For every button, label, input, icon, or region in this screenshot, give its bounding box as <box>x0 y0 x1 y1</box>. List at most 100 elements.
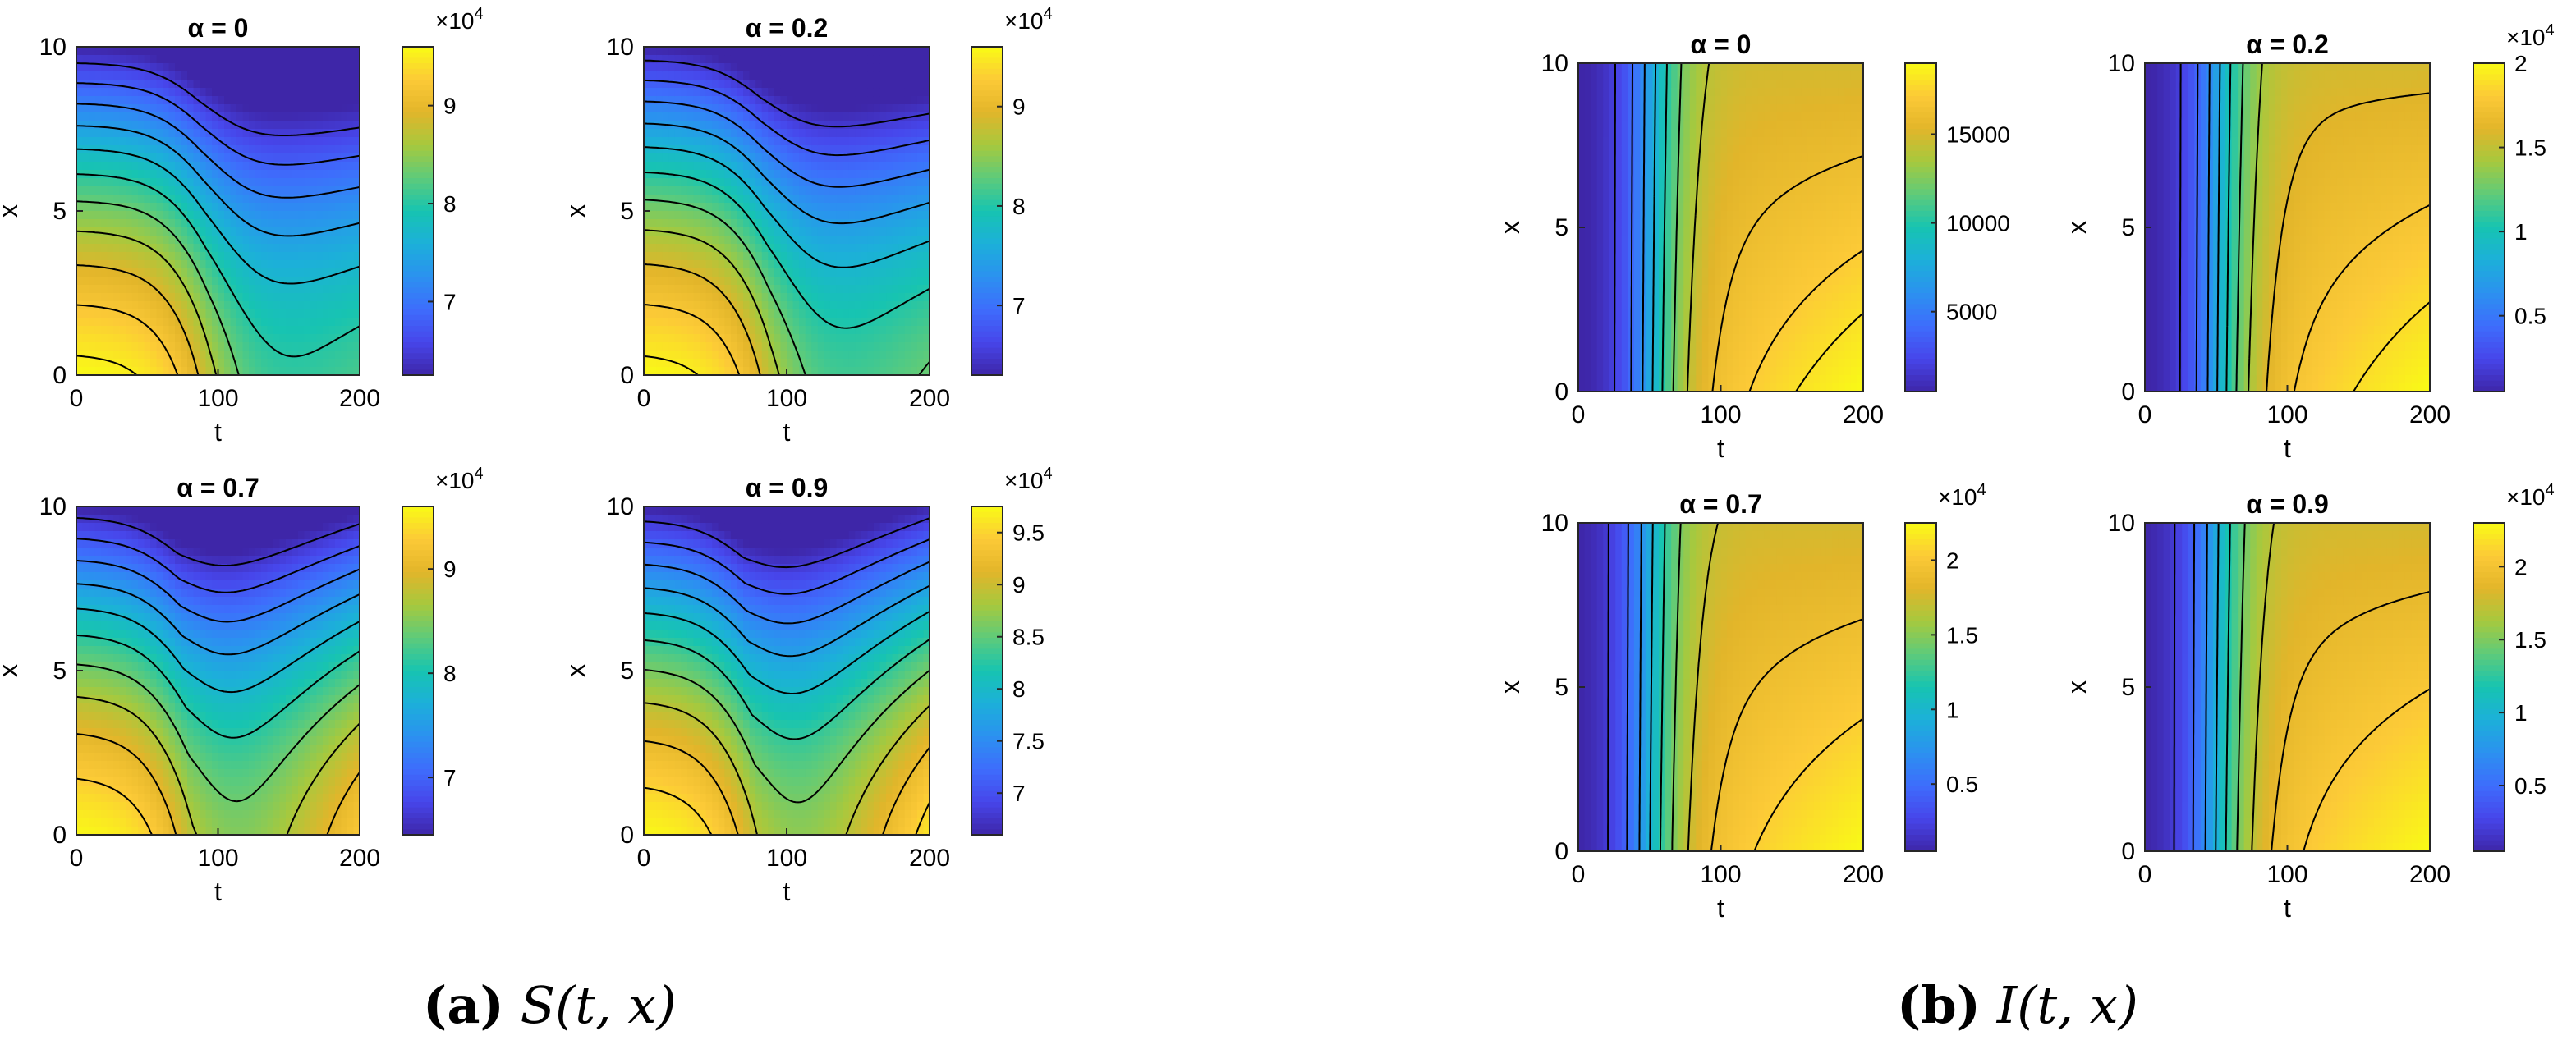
contour-cell <box>843 137 849 146</box>
contour-cell <box>650 252 657 261</box>
contour-cell <box>335 326 342 335</box>
contour-cell <box>76 786 83 795</box>
contour-cell <box>743 195 750 204</box>
colorbar-band <box>971 282 1003 288</box>
contour-cell <box>342 195 348 204</box>
contour-cell <box>138 112 145 121</box>
contour-cell <box>867 277 874 286</box>
contour-cell <box>681 351 687 360</box>
contour-cell <box>120 252 126 261</box>
contour-cell <box>292 285 299 294</box>
contour-cell <box>310 153 317 163</box>
contour-cell <box>236 605 243 614</box>
contour-cell <box>911 277 917 286</box>
contour-cell <box>181 753 188 762</box>
contour-cell <box>911 227 917 236</box>
contour-cell <box>843 55 849 64</box>
contour-cell <box>700 351 706 360</box>
contour-cell <box>917 80 924 89</box>
contour-cell <box>737 351 743 360</box>
contour-cell <box>768 309 774 318</box>
contour-cell <box>743 145 750 154</box>
contour-cell <box>700 195 706 204</box>
contour-cell <box>236 112 243 121</box>
contour-cell <box>905 88 911 97</box>
contour-cell <box>200 539 206 548</box>
contour-cell <box>310 293 317 302</box>
contour-cell <box>224 211 231 220</box>
contour-cell <box>317 293 324 302</box>
contour-cell <box>681 63 687 72</box>
contour-cell <box>218 285 225 294</box>
contour-cell <box>138 285 145 294</box>
contour-cell <box>837 236 843 245</box>
contour-cell <box>83 211 90 220</box>
contour-cell <box>243 268 250 277</box>
contour-cell <box>206 572 213 581</box>
contour-cell <box>194 589 200 598</box>
contour-cell <box>681 293 687 302</box>
contour-cell <box>743 301 750 310</box>
colorbar-band <box>971 326 1003 332</box>
contour-cell <box>224 720 231 729</box>
contour-cell <box>837 285 843 294</box>
contour-cell <box>163 334 169 343</box>
contour-cell <box>231 96 237 105</box>
contour-cell <box>656 309 663 318</box>
contour-cell <box>169 671 176 680</box>
contour-cell <box>712 359 719 368</box>
contour-cell <box>755 63 762 72</box>
contour-cell <box>668 268 675 277</box>
contour-cell <box>243 195 250 204</box>
contour-cell <box>329 121 336 130</box>
contour-cell <box>737 260 743 269</box>
contour-cell <box>335 145 342 154</box>
contour-cell <box>893 137 899 146</box>
contour-cell <box>157 761 163 770</box>
contour-cell <box>101 564 108 573</box>
contour-cell <box>780 96 787 105</box>
contour-cell <box>762 47 769 56</box>
y-tick-label: 10 <box>607 34 634 61</box>
contour-cell <box>231 523 237 532</box>
contour-cell <box>132 301 139 310</box>
colorbar-band <box>402 254 434 260</box>
contour-cell <box>206 662 213 671</box>
contour-cell <box>911 268 917 277</box>
contour-cell <box>120 818 126 827</box>
contour-cell <box>83 556 90 565</box>
contour-cell <box>83 589 90 598</box>
contour-cell <box>323 203 329 212</box>
contour-cell <box>83 745 90 754</box>
contour-cell <box>911 236 917 245</box>
contour-cell <box>138 326 145 335</box>
contour-cell <box>268 129 274 138</box>
contour-cell <box>157 818 163 827</box>
colorbar-band <box>971 112 1003 118</box>
contour-cell <box>212 47 218 56</box>
contour-cell <box>663 178 669 187</box>
contour-cell <box>310 170 317 179</box>
contour-cell <box>273 268 280 277</box>
contour-cell <box>126 359 132 368</box>
contour-cell <box>323 121 329 130</box>
contour-cell <box>194 178 200 187</box>
contour-cell <box>83 55 90 64</box>
contour-cell <box>731 211 737 220</box>
contour-cell <box>89 654 95 663</box>
contour-cell <box>280 145 287 154</box>
contour-cell <box>206 318 213 327</box>
contour-cell <box>780 285 787 294</box>
contour-cell <box>76 277 83 286</box>
contour-cell <box>108 326 114 335</box>
contour-cell <box>911 145 917 154</box>
contour-cell <box>898 268 905 277</box>
contour-cell <box>108 712 114 721</box>
contour-cell <box>273 318 280 327</box>
contour-cell <box>329 309 336 318</box>
contour-cell <box>837 351 843 360</box>
contour-cell <box>218 777 225 786</box>
contour-cell <box>855 162 861 171</box>
contour-cell <box>917 88 924 97</box>
contour-cell <box>126 112 132 121</box>
